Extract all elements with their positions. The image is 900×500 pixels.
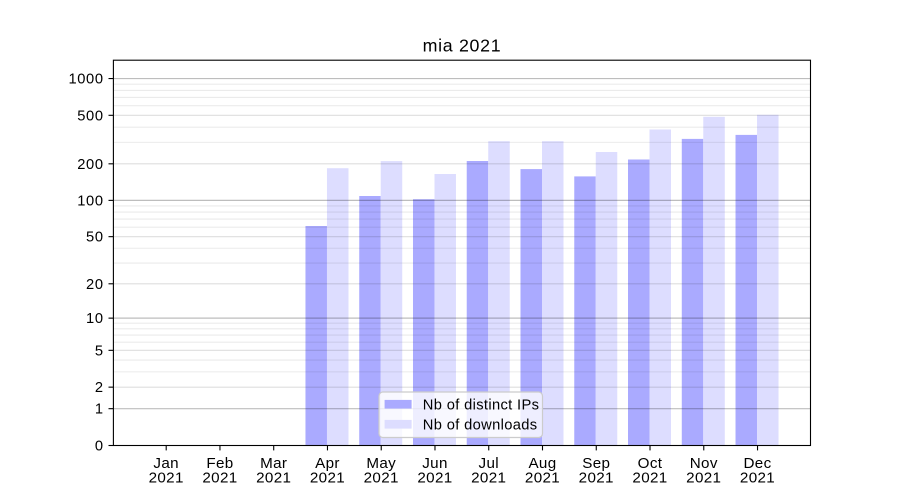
svg-text:Apr: Apr [315,455,340,472]
svg-text:Jun: Jun [422,455,448,472]
svg-text:500: 500 [77,108,103,124]
svg-text:Sep: Sep [582,455,610,472]
svg-text:100: 100 [77,193,103,209]
svg-text:2: 2 [95,380,104,396]
svg-text:2021: 2021 [364,469,399,486]
svg-text:2021: 2021 [686,469,721,486]
svg-text:Jan: Jan [153,455,179,472]
svg-text:2021: 2021 [740,469,775,486]
svg-text:2021: 2021 [256,469,291,486]
svg-text:mia 2021: mia 2021 [423,36,502,56]
svg-text:Mar: Mar [260,455,287,472]
svg-text:20: 20 [86,277,104,293]
svg-text:Nb of downloads: Nb of downloads [423,417,538,433]
svg-text:5: 5 [95,343,104,359]
svg-text:Aug: Aug [528,455,556,472]
svg-text:50: 50 [86,230,104,246]
svg-text:2021: 2021 [471,469,506,486]
svg-text:2021: 2021 [149,469,184,486]
svg-text:Feb: Feb [206,455,233,472]
svg-text:2021: 2021 [202,469,237,486]
svg-text:Nov: Nov [690,455,718,472]
svg-text:2021: 2021 [310,469,345,486]
svg-text:Nb of distinct IPs: Nb of distinct IPs [423,397,540,413]
svg-text:Oct: Oct [638,455,663,472]
svg-text:2021: 2021 [417,469,452,486]
svg-text:Dec: Dec [743,455,771,472]
svg-text:200: 200 [77,157,103,173]
svg-text:2021: 2021 [579,469,614,486]
svg-text:1: 1 [95,402,104,418]
svg-text:10: 10 [86,311,104,327]
svg-text:0: 0 [95,439,104,455]
svg-text:Jul: Jul [479,455,499,472]
svg-text:May: May [366,455,396,472]
svg-text:2021: 2021 [632,469,667,486]
svg-text:2021: 2021 [525,469,560,486]
svg-text:1000: 1000 [69,72,104,88]
